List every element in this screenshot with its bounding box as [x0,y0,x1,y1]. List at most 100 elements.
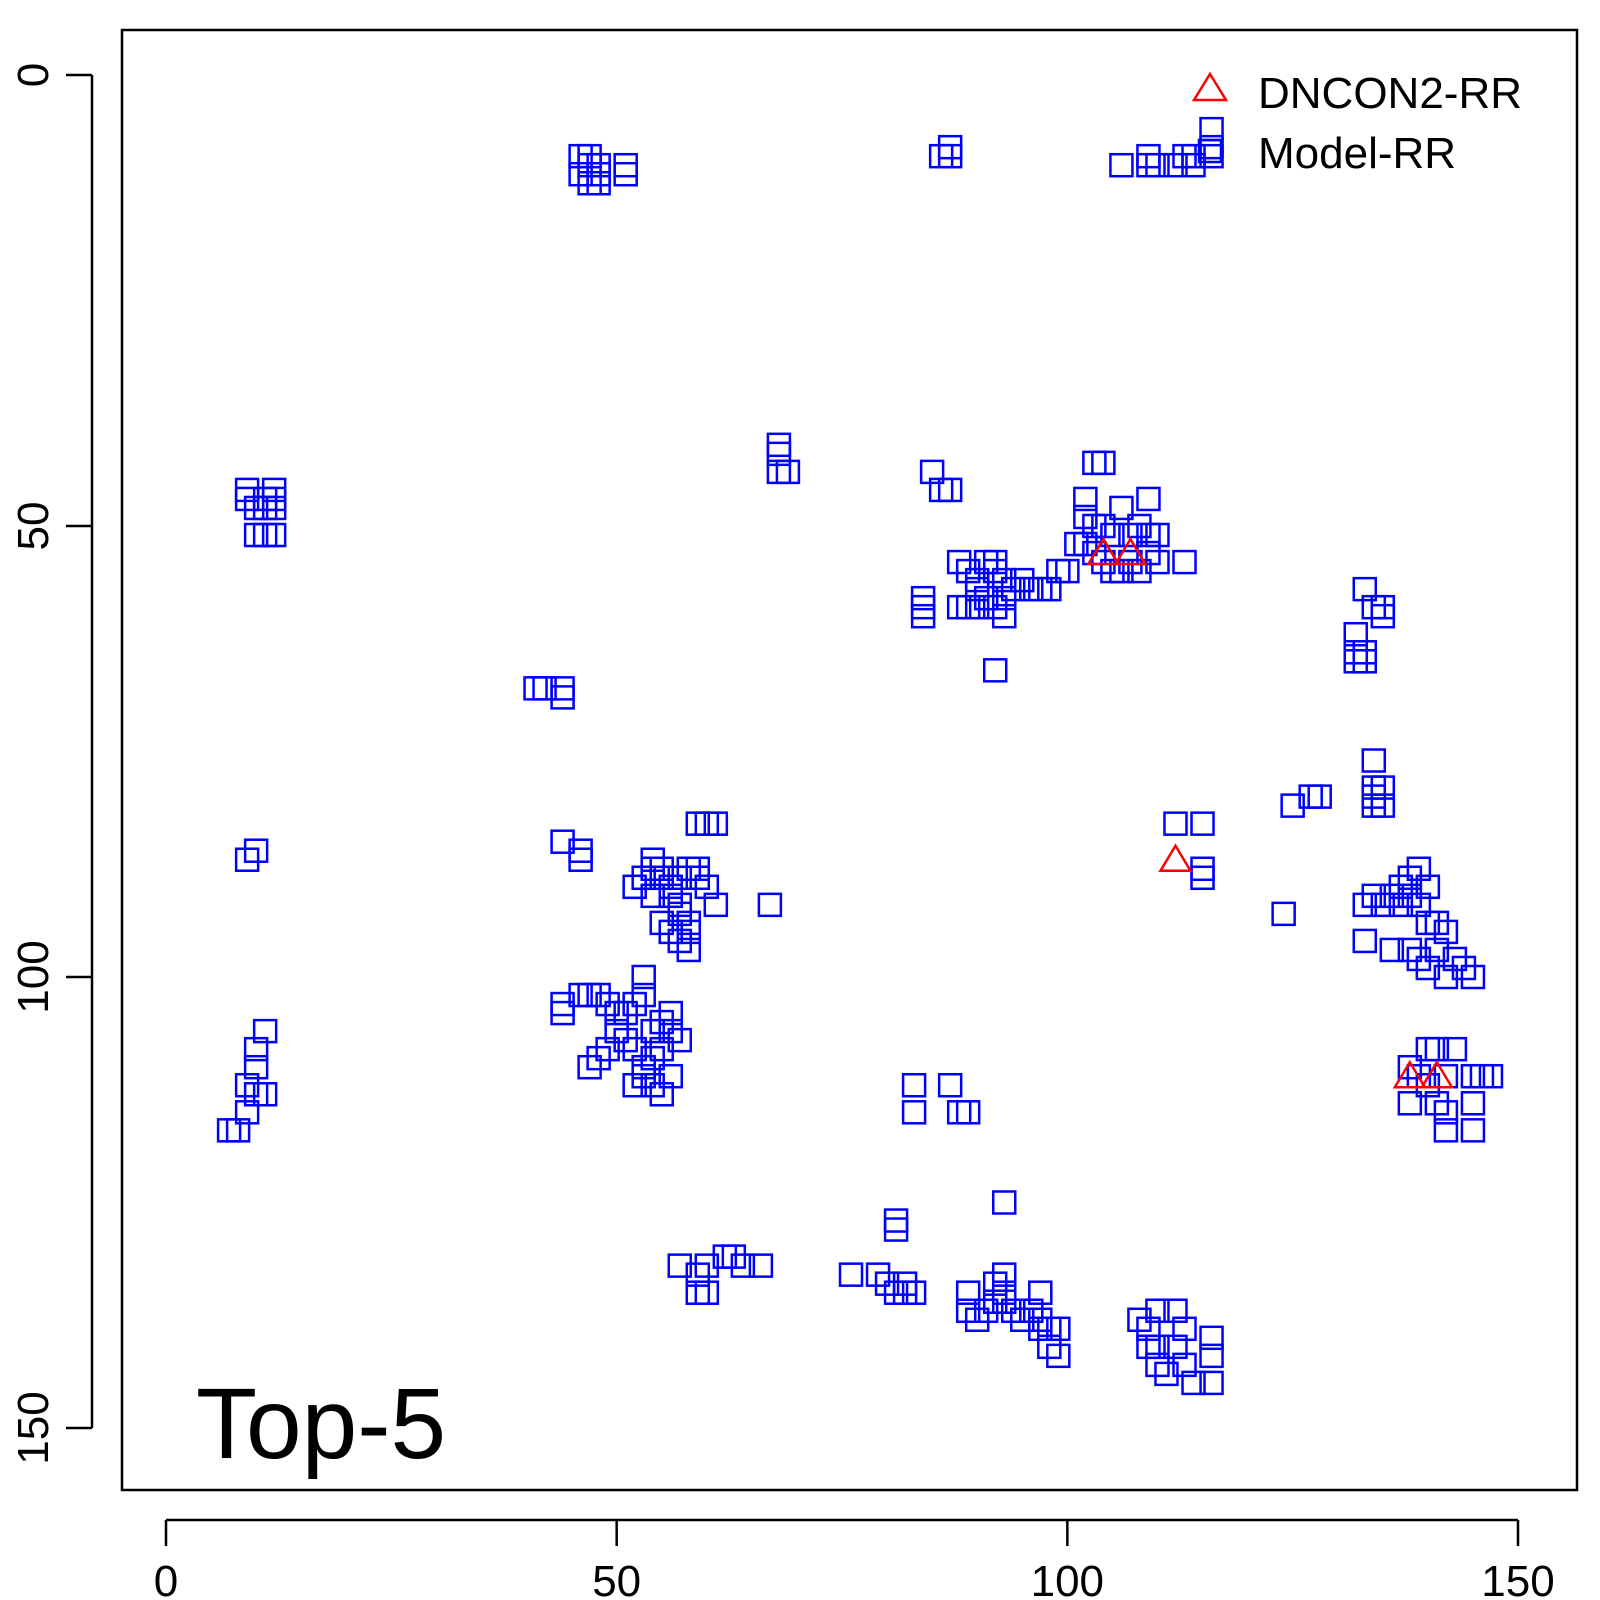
data-point-square [658,1000,683,1026]
data-point-square [640,1045,665,1071]
data-point-square [595,991,620,1017]
data-point-square [1361,883,1387,909]
data-point-square [964,1307,990,1333]
data-point-square [1478,1063,1504,1089]
data-point-square [883,1217,909,1242]
data-point-square [1190,856,1215,882]
data-point-triangle [1419,1059,1455,1089]
data-point-square [1199,1325,1224,1351]
series-model-rr [216,116,1504,1396]
data-point-square [973,1298,999,1323]
data-point-square [1172,143,1197,169]
data-point-square [1037,1334,1062,1360]
data-point-square [1460,1091,1486,1116]
data-point-square [1019,1298,1044,1323]
data-point-square [658,883,683,909]
data-point-square [1046,1316,1071,1342]
data-point-square [1352,576,1378,602]
data-point-square [883,1208,909,1233]
data-point-square [649,910,674,936]
data-point-square [1172,1352,1197,1378]
data-point-square [910,603,936,629]
data-point-square [937,143,963,169]
data-point-square [1442,946,1468,972]
data-point-square [1163,152,1188,178]
data-point-square [1199,1370,1224,1396]
data-point-square [1460,1118,1486,1143]
data-point-square [1001,1298,1026,1323]
data-point-square [243,838,269,863]
data-point-square [955,1280,981,1305]
data-point-square [1361,793,1387,818]
data-point-square [1343,649,1369,674]
data-point-square [234,1100,260,1125]
data-point-triangle [1158,843,1193,872]
data-point-square [550,1000,575,1026]
data-point-square [1181,152,1206,178]
data-point-square [1442,1036,1468,1062]
data-point-square [1397,883,1423,909]
data-point-square [1073,504,1098,530]
data-point-square [1424,937,1450,963]
data-point-square [1352,649,1378,674]
data-point-square [1271,901,1296,927]
data-point-square [631,982,656,1008]
data-point-square [838,1262,864,1287]
data-point-square [622,991,647,1017]
data-point-square [955,1100,981,1125]
legend: DNCON2-RR Model-RR [1191,69,1522,178]
data-point-square [685,1262,711,1287]
data-point-square [703,892,729,918]
data-point-square [658,919,683,945]
data-point-square [946,549,972,575]
data-point-square [1469,1063,1495,1089]
data-point-square [1460,964,1486,990]
data-point-square [640,1072,665,1098]
data-point-square [991,1262,1017,1287]
data-point-square [613,161,638,187]
data-point-square [721,1244,747,1269]
data-point-square [964,594,990,620]
data-point-square [1010,1307,1035,1333]
legend-label-dncon2-rr: DNCON2-RR [1258,69,1522,118]
data-point-square [991,1190,1017,1215]
data-point-square [234,847,260,872]
data-point-square [982,1271,1008,1296]
data-point-square [1145,522,1170,548]
data-point-square [568,982,593,1008]
data-point-square [1307,784,1332,809]
data-point-square [973,585,999,611]
data-point-square [532,676,557,701]
data-point-square [243,1054,269,1080]
data-point-square [991,567,1017,593]
data-point-square [1406,856,1432,882]
data-point-square [694,874,720,900]
data-point-square [1388,874,1414,900]
data-point-square [586,1045,611,1071]
data-point-square [658,1018,683,1044]
data-point-square [1406,892,1432,918]
data-point-square [523,676,548,701]
data-point-square [631,865,656,891]
data-point-square [649,865,674,891]
data-point-square [1388,892,1414,918]
data-point-square [1352,892,1378,918]
data-point-square [667,1027,693,1053]
data-point-square [1424,1091,1450,1116]
data-point-square [1343,621,1369,647]
data-point-square [1397,937,1423,963]
series-layer [216,116,1504,1396]
data-point-square [694,811,720,836]
y-tick-label: 50 [9,502,58,551]
data-point-square [1091,549,1116,575]
data-point-square [1181,1370,1206,1396]
data-point-square [1451,955,1477,981]
data-point-square [261,495,287,521]
data-point-square [243,1036,269,1062]
data-point-square [982,594,1008,620]
data-point-square [613,152,638,178]
data-point-square [946,1100,972,1125]
data-point-square [1163,811,1188,836]
data-point-square [1001,576,1026,602]
